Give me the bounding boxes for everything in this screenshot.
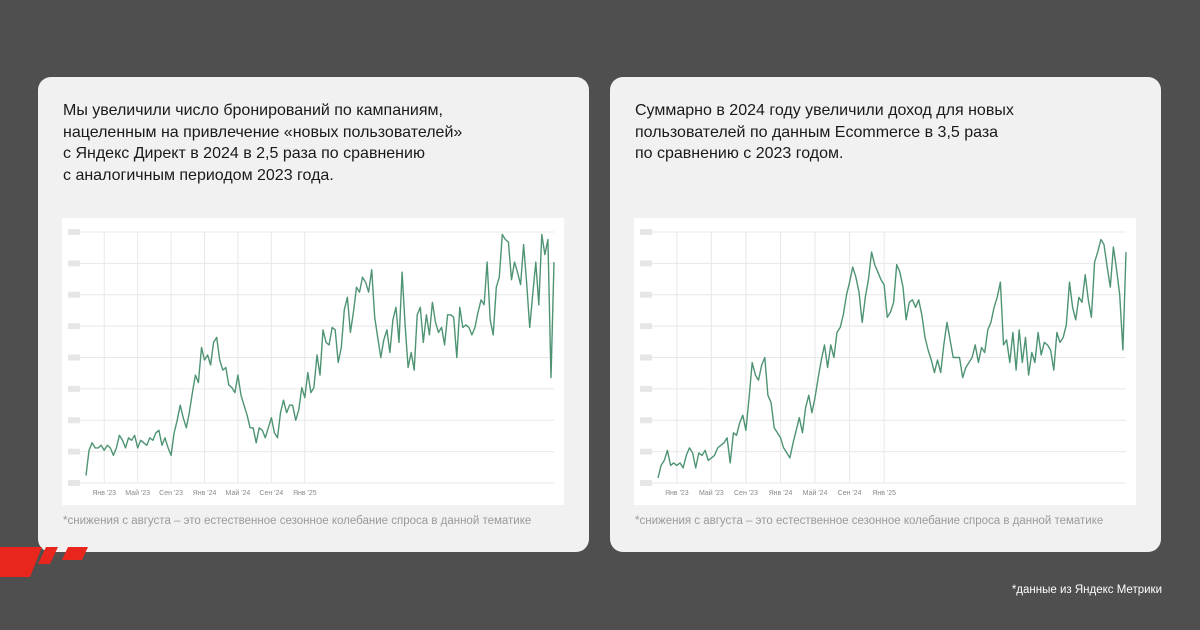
- brand-stripe: [38, 547, 58, 564]
- x-tick-label: Май '24: [226, 489, 251, 497]
- y-tick-placeholder: [68, 385, 80, 392]
- heading-line: пользователей по данным Ecommerce в 3,5 …: [635, 123, 999, 141]
- x-tick-label: Май '23: [699, 489, 724, 497]
- data-source-note: *данные из Яндекс Метрики: [1011, 584, 1162, 596]
- x-tick-label: Янв '23: [92, 490, 116, 497]
- y-tick-placeholder: [68, 260, 80, 267]
- revenue-chart-svg: Янв '23 Май '23 Сен '23 Янв '24 Май '24 Сен '…: [640, 229, 1127, 497]
- x-tick-label: Янв '25: [293, 490, 317, 497]
- x-tick-label: Янв '23: [665, 490, 689, 497]
- x-tick-label: Сен '23: [734, 490, 758, 497]
- y-tick-placeholder: [640, 385, 652, 392]
- y-tick-placeholder: [640, 229, 652, 235]
- card-heading: Мы увеличили число бронирований по кампа…: [63, 100, 563, 186]
- x-tick-label: Сен '24: [838, 490, 862, 497]
- revenue-line-chart: Янв '23 Май '23 Сен '23 Янв '24 Май '24 Сен '…: [634, 218, 1136, 505]
- y-tick-placeholder: [68, 323, 80, 330]
- series-line: [85, 233, 555, 476]
- bookings-chart-svg: Янв '23 Май '23 Сен '23 Янв '24 Май '24 Сен '…: [68, 229, 555, 497]
- series-line: [657, 238, 1127, 479]
- y-tick-placeholder: [68, 448, 80, 455]
- y-tick-placeholder: [68, 291, 80, 298]
- heading-line: по сравнению с 2023 годом.: [635, 145, 844, 162]
- brand-stripes-logo: [0, 547, 88, 577]
- x-tick-label: Сен '24: [259, 490, 283, 497]
- y-tick-placeholder: [68, 354, 80, 361]
- x-tick-label: Май '23: [125, 489, 150, 497]
- y-tick-placeholder: [640, 260, 652, 267]
- x-tick-label: Янв '24: [769, 490, 793, 497]
- heading-line: с аналогичным периодом 2023 года.: [63, 166, 334, 184]
- x-tick-label: Сен '23: [159, 490, 183, 497]
- heading-line: с Яндекс Директ в 2024 в 2,5 раза по сра…: [63, 145, 425, 162]
- booking-growth-card: Мы увеличили число бронирований по кампа…: [38, 77, 589, 552]
- x-tick-label: Янв '25: [872, 490, 896, 497]
- y-tick-placeholder: [68, 229, 80, 235]
- x-tick-label: Янв '24: [193, 490, 217, 497]
- seasonality-footnote: *снижения с августа – это естественное с…: [63, 515, 532, 527]
- y-tick-placeholder: [640, 417, 652, 424]
- revenue-growth-card: Суммарно в 2024 году увеличили доход для…: [610, 77, 1161, 552]
- heading-line: Суммарно в 2024 году увеличили доход для…: [635, 102, 1014, 119]
- heading-line: Мы увеличили число бронирований по кампа…: [63, 102, 443, 119]
- brand-stripe: [0, 547, 42, 577]
- y-tick-placeholder: [640, 448, 652, 455]
- brand-stripe: [62, 547, 88, 560]
- y-tick-placeholder: [640, 323, 652, 330]
- y-tick-placeholder: [640, 480, 652, 486]
- y-tick-placeholder: [68, 417, 80, 424]
- seasonality-footnote: *снижения с августа – это естественное с…: [635, 515, 1104, 527]
- card-heading: Суммарно в 2024 году увеличили доход для…: [635, 100, 1135, 165]
- heading-line: нацеленным на привлечение «новых пользов…: [63, 123, 463, 141]
- y-tick-placeholder: [640, 291, 652, 298]
- y-tick-placeholder: [640, 354, 652, 361]
- y-tick-placeholder: [68, 480, 80, 486]
- x-tick-label: Май '24: [803, 489, 828, 497]
- bookings-line-chart: Янв '23 Май '23 Сен '23 Янв '24 Май '24 Сен '…: [62, 218, 564, 505]
